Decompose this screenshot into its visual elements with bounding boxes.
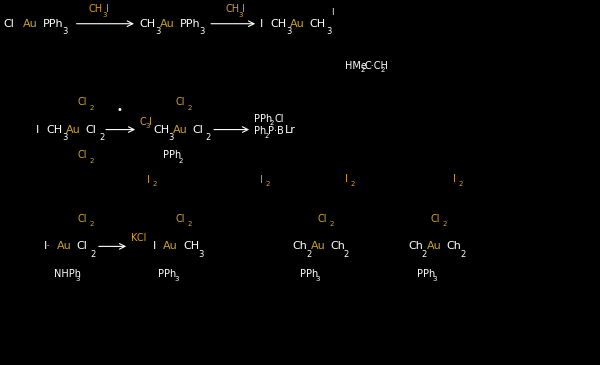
Text: Au: Au — [66, 124, 81, 135]
Text: NHPh: NHPh — [54, 269, 81, 280]
Text: 2: 2 — [381, 68, 385, 73]
Text: Cl: Cl — [85, 124, 96, 135]
Text: 2: 2 — [306, 250, 311, 259]
Text: 3: 3 — [169, 133, 174, 142]
Text: I: I — [153, 241, 156, 251]
Text: 3: 3 — [326, 27, 331, 36]
Text: CH: CH — [225, 4, 239, 14]
Text: Ch: Ch — [293, 241, 308, 251]
Text: Ch: Ch — [330, 241, 345, 251]
Text: 2: 2 — [361, 68, 365, 73]
Text: Ch: Ch — [408, 241, 423, 251]
Text: Cl: Cl — [431, 214, 440, 224]
Text: Au: Au — [427, 241, 442, 251]
Text: 3: 3 — [433, 276, 437, 282]
Text: HMe: HMe — [345, 61, 367, 71]
Text: 2: 2 — [265, 133, 269, 139]
Text: Cl: Cl — [78, 214, 88, 224]
Text: 2: 2 — [90, 158, 94, 164]
Text: Cl: Cl — [192, 124, 203, 135]
Text: Au: Au — [57, 241, 72, 251]
Text: PPh: PPh — [158, 269, 176, 280]
Text: 3: 3 — [62, 133, 67, 142]
Text: I·: I· — [44, 241, 50, 251]
Text: I: I — [36, 124, 39, 135]
Text: 3: 3 — [316, 276, 320, 282]
Text: CH: CH — [89, 4, 103, 14]
Text: 2: 2 — [90, 250, 95, 259]
Text: 2: 2 — [343, 250, 349, 259]
Text: P·B: P·B — [268, 126, 284, 137]
Text: I: I — [345, 174, 348, 184]
Text: 2: 2 — [459, 181, 463, 187]
Text: Au: Au — [311, 241, 326, 251]
Text: CH: CH — [46, 124, 62, 135]
Text: Lr: Lr — [285, 124, 296, 135]
Text: 2: 2 — [90, 222, 94, 227]
Text: 2: 2 — [422, 250, 427, 259]
Text: Au: Au — [160, 19, 175, 29]
Text: PPh: PPh — [180, 19, 200, 29]
Text: 2: 2 — [188, 222, 192, 227]
Text: CH: CH — [183, 241, 199, 251]
Text: PPh: PPh — [163, 150, 181, 160]
Text: 2: 2 — [99, 133, 104, 142]
Text: 2: 2 — [206, 133, 211, 142]
Text: Au: Au — [290, 19, 305, 29]
Text: Au: Au — [163, 241, 178, 251]
Text: Ch: Ch — [446, 241, 461, 251]
Text: 2: 2 — [460, 250, 466, 259]
Text: 3: 3 — [198, 250, 203, 259]
Text: Cl: Cl — [78, 97, 88, 107]
Text: KCl: KCl — [131, 233, 146, 243]
Text: 3: 3 — [62, 27, 68, 36]
Text: 3: 3 — [199, 27, 205, 36]
Text: 2: 2 — [351, 181, 355, 187]
Text: 3: 3 — [145, 123, 150, 129]
Text: CH: CH — [310, 19, 326, 29]
Text: I: I — [149, 116, 152, 127]
Text: I: I — [331, 8, 334, 17]
Text: CH: CH — [153, 124, 169, 135]
Text: PPh: PPh — [43, 19, 64, 29]
Text: 2: 2 — [270, 120, 274, 126]
Text: I: I — [453, 174, 456, 184]
Text: 3: 3 — [103, 12, 107, 18]
Text: 3: 3 — [174, 276, 179, 282]
Text: 2: 2 — [179, 158, 183, 164]
Text: I: I — [242, 4, 245, 14]
Text: I: I — [147, 174, 150, 185]
Text: PPh: PPh — [300, 269, 318, 280]
Text: Cl: Cl — [176, 214, 185, 224]
Text: 2: 2 — [330, 222, 334, 227]
Text: 2: 2 — [153, 181, 157, 187]
Text: 2: 2 — [443, 222, 447, 227]
Text: 3: 3 — [286, 27, 292, 36]
Text: C·CH: C·CH — [364, 61, 388, 71]
Text: Cl: Cl — [76, 241, 87, 251]
Text: I: I — [106, 4, 109, 14]
Text: Cl: Cl — [176, 97, 185, 107]
Text: Cl: Cl — [3, 19, 14, 29]
Text: I: I — [260, 19, 263, 29]
Text: CH: CH — [139, 19, 155, 29]
Text: Au: Au — [23, 19, 38, 29]
Text: Cl: Cl — [274, 114, 284, 124]
Text: I: I — [260, 174, 263, 185]
Text: 2: 2 — [188, 105, 192, 111]
Text: 2: 2 — [90, 105, 94, 111]
Text: Ph: Ph — [254, 126, 266, 137]
Text: •: • — [117, 104, 123, 115]
Text: C: C — [139, 116, 146, 127]
Text: CH: CH — [270, 19, 286, 29]
Text: Cl: Cl — [318, 214, 328, 224]
Text: Au: Au — [173, 124, 188, 135]
Text: 3: 3 — [239, 12, 244, 18]
Text: PPh: PPh — [417, 269, 435, 280]
Text: 3: 3 — [76, 276, 80, 282]
Text: 3: 3 — [155, 27, 160, 36]
Text: PPh: PPh — [254, 114, 272, 124]
Text: Cl: Cl — [78, 150, 88, 160]
Text: 2: 2 — [266, 181, 270, 187]
